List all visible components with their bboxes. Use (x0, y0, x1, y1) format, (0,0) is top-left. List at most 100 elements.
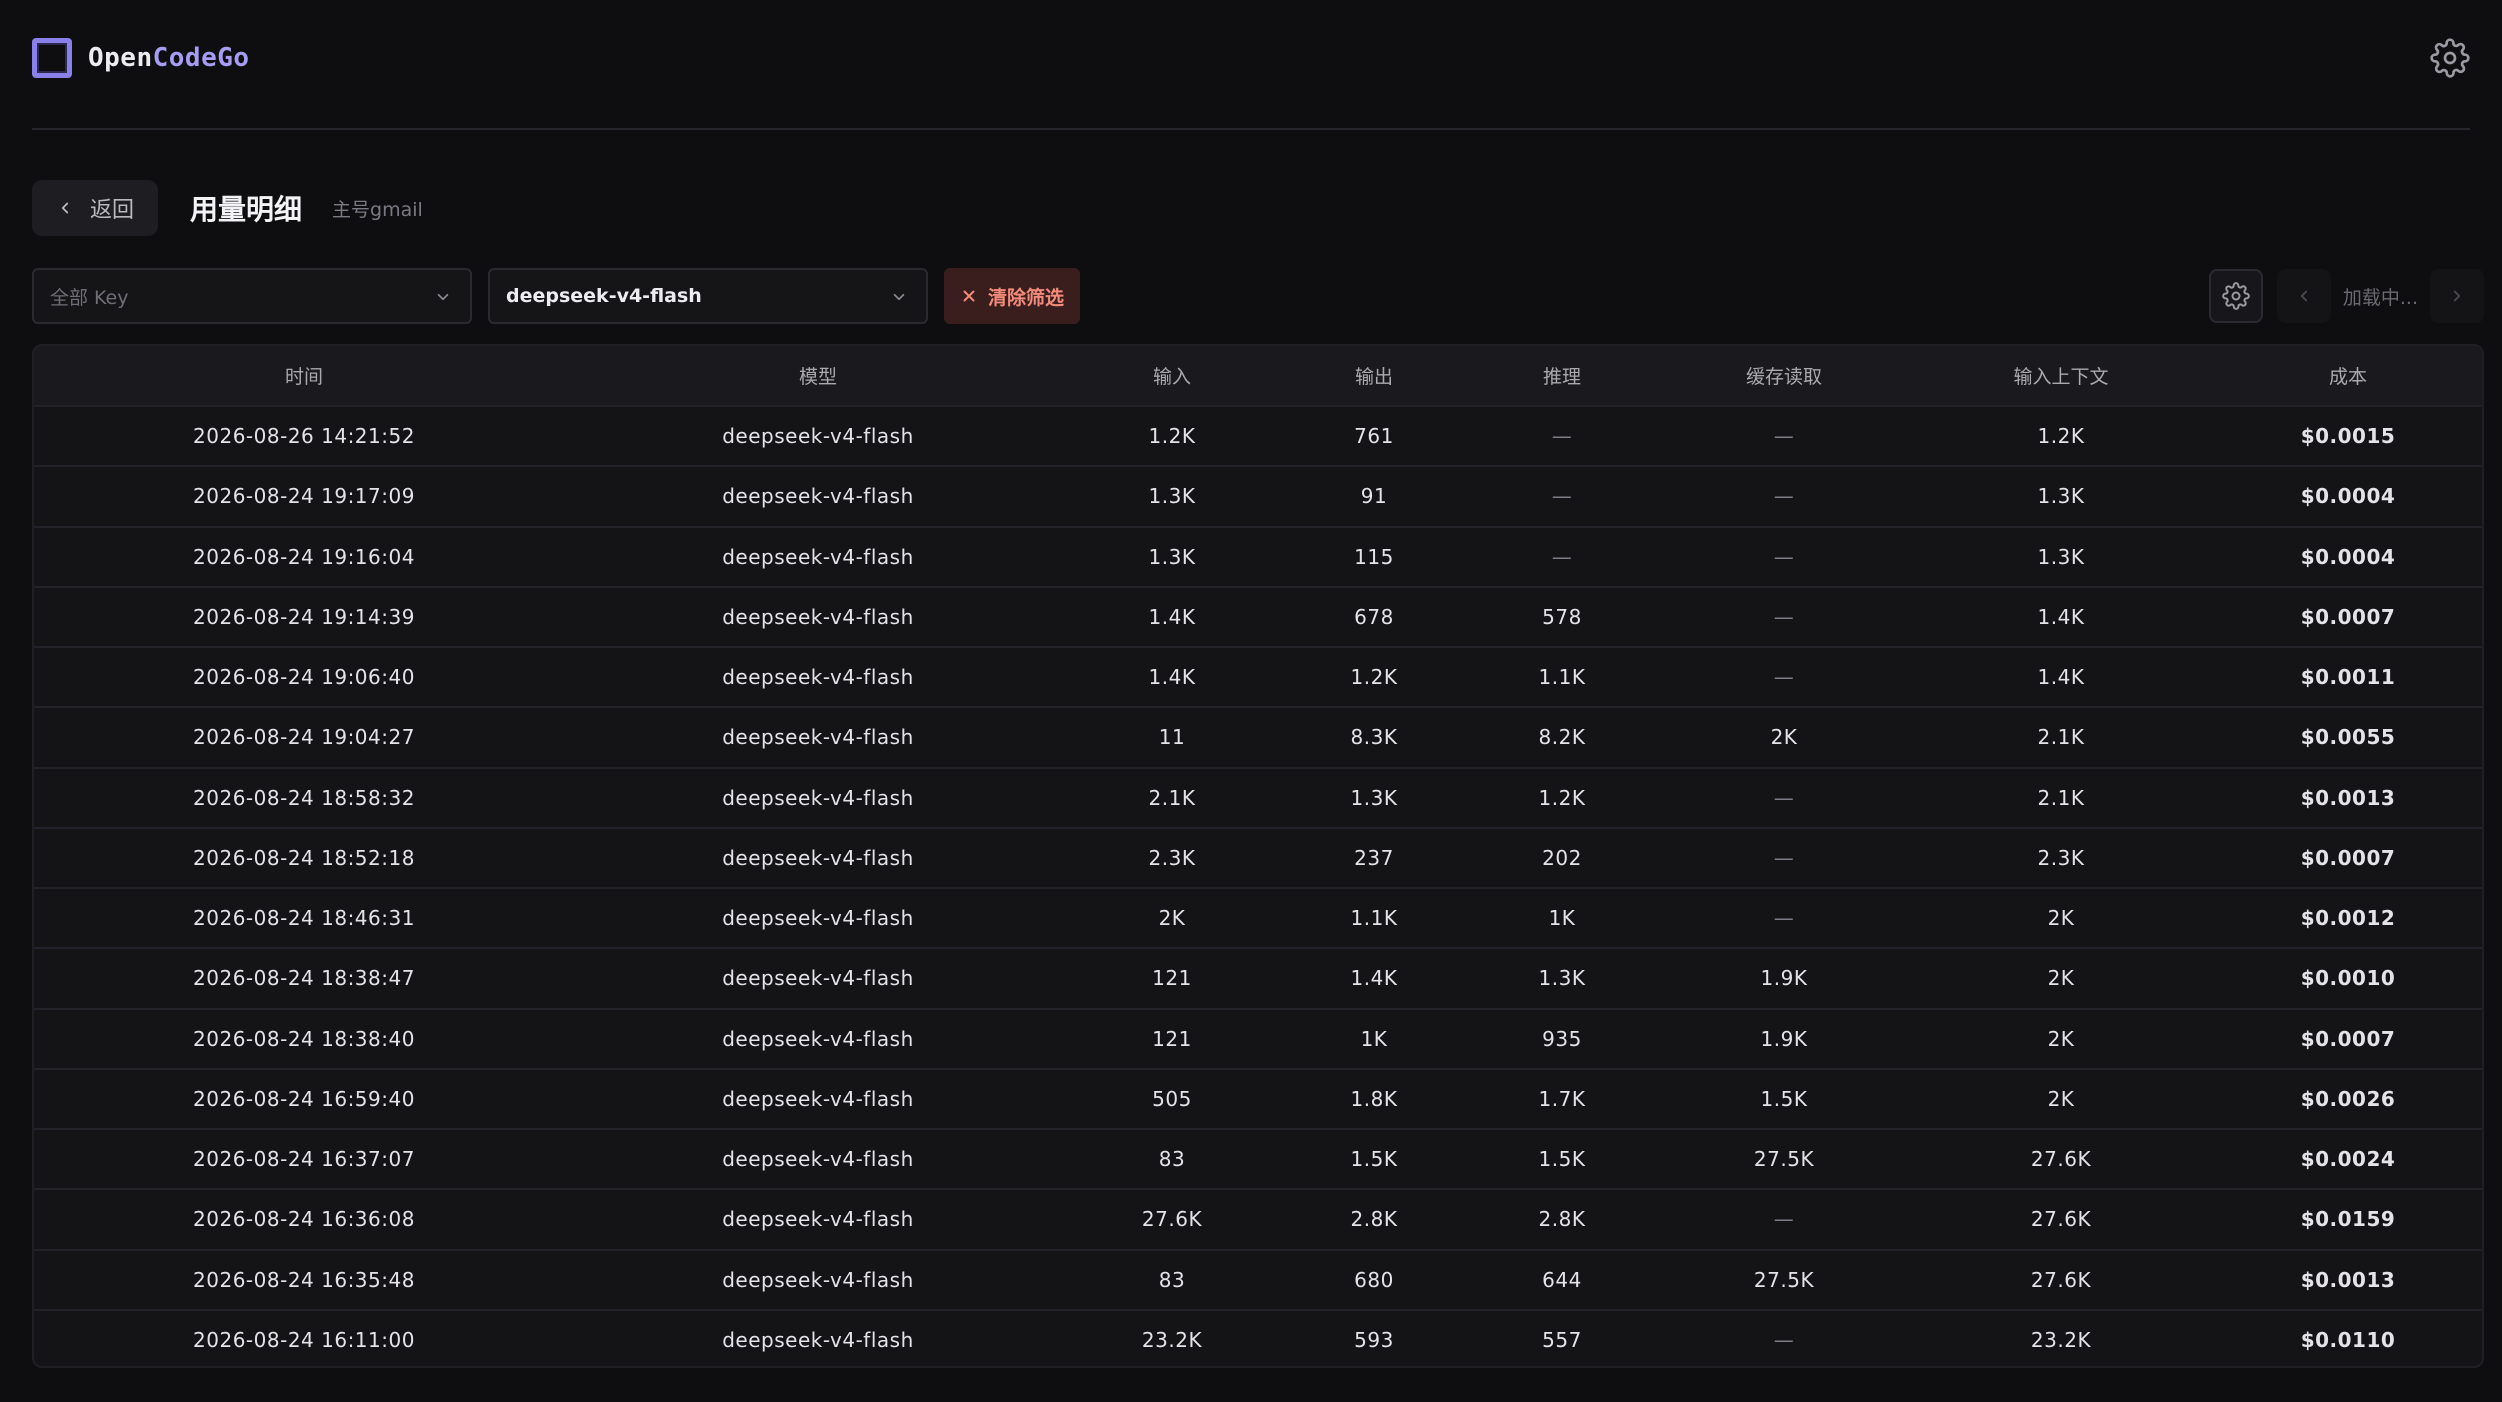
table-row[interactable]: 2026-08-24 18:58:32 deepseek-v4-flash 2.1K… (34, 767, 2482, 828)
model-cell: deepseek-v4-flash (722, 785, 914, 810)
time-cell: 2026-08-24 18:38:47 (193, 966, 415, 991)
table-row[interactable]: 2026-08-24 19:06:40 deepseek-v4-flash 1.4K… (34, 647, 2482, 707)
input-context-cell: 2K (2047, 1086, 2075, 1111)
settings-button[interactable] (2430, 38, 2470, 78)
time-cell: 2026-08-24 19:14:39 (193, 604, 415, 629)
column-header-cache-read[interactable]: 缓存读取 (1745, 366, 1822, 388)
reasoning-cell: 1.7K (1538, 1086, 1586, 1111)
cost-cell: $0.0010 (2300, 966, 2396, 991)
input-context-cell: 27.6K (2030, 1147, 2092, 1172)
input-cell: 121 (1152, 966, 1192, 991)
account-name: 主号gmail (332, 198, 423, 221)
table-row[interactable]: 2026-08-24 19:14:39 deepseek-v4-flash 1.4K… (34, 586, 2482, 647)
table-row[interactable]: 2026-08-24 16:35:48 deepseek-v4-flash 83 68… (34, 1249, 2482, 1310)
table-row[interactable]: 2026-08-24 18:38:40 deepseek-v4-flash 121 1… (34, 1008, 2482, 1069)
chevron-down-icon (893, 293, 905, 301)
time-cell: 2026-08-24 18:46:31 (193, 906, 415, 931)
cache-read-cell: — (1773, 785, 1795, 810)
column-header-input[interactable]: 输入 (1152, 366, 1191, 388)
output-cell: 1.4K (1350, 966, 1398, 991)
chevron-down-icon (437, 293, 449, 301)
table-row[interactable]: 2026-08-26 14:21:52 deepseek-v4-flash 1.2K… (34, 406, 2482, 466)
column-header-model[interactable]: 模型 (798, 366, 837, 388)
column-settings-button[interactable] (2208, 269, 2263, 323)
cache-read-cell: 1.9K (1760, 1026, 1808, 1051)
cost-cell: $0.0004 (2300, 544, 2396, 569)
back-button[interactable]: 返回 (32, 180, 159, 236)
table-row[interactable]: 2026-08-24 16:37:07 deepseek-v4-flash 83 1.… (34, 1129, 2482, 1189)
model-select[interactable]: deepseek-v4-flash (488, 268, 928, 324)
cache-read-cell: — (1773, 544, 1795, 569)
model-cell: deepseek-v4-flash (722, 966, 914, 991)
time-cell: 2026-08-24 16:11:00 (193, 1328, 415, 1353)
table-row[interactable]: 2026-08-24 19:16:04 deepseek-v4-flash 1.3K… (34, 526, 2482, 587)
cost-cell: $0.0026 (2300, 1086, 2396, 1111)
cache-read-cell: 2K (1770, 725, 1798, 750)
input-cell: 2.3K (1148, 845, 1196, 870)
table-row[interactable]: 2026-08-24 16:59:40 deepseek-v4-flash 505 1… (34, 1068, 2482, 1129)
model-cell: deepseek-v4-flash (722, 1147, 914, 1172)
time-cell: 2026-08-24 16:59:40 (193, 1086, 415, 1111)
chevron-right-icon (2453, 290, 2461, 302)
key-select-value: 全部 Key (50, 286, 129, 309)
table-row[interactable]: 2026-08-24 18:46:31 deepseek-v4-flash 2K 1.… (34, 888, 2482, 948)
time-cell: 2026-08-24 16:35:48 (193, 1267, 415, 1292)
input-cell: 23.2K (1141, 1328, 1203, 1353)
column-header-reasoning[interactable]: 推理 (1542, 366, 1581, 388)
model-cell: deepseek-v4-flash (722, 906, 914, 931)
output-cell: 91 (1360, 484, 1388, 509)
cache-read-cell: — (1773, 845, 1795, 870)
cache-read-cell: 1.9K (1760, 966, 1808, 991)
cost-cell: $0.0024 (2300, 1147, 2396, 1172)
logo-square-icon (32, 38, 72, 78)
input-context-cell: 2K (2047, 966, 2075, 991)
top-bar: OpenCodeGo (32, 0, 2470, 130)
input-context-cell: 1.4K (2037, 604, 2085, 629)
input-context-cell: 2.1K (2037, 785, 2085, 810)
cost-cell: $0.0007 (2300, 845, 2396, 870)
reasoning-cell: — (1551, 424, 1573, 449)
time-cell: 2026-08-24 19:06:40 (193, 665, 415, 690)
cache-read-cell: — (1773, 906, 1795, 931)
next-page-button[interactable] (2430, 269, 2484, 323)
column-header-time[interactable]: 时间 (284, 366, 323, 388)
model-select-value: deepseek-v4-flash (506, 285, 702, 307)
table-row[interactable]: 2026-08-24 19:04:27 deepseek-v4-flash 11 8.… (34, 707, 2482, 767)
input-cell: 83 (1158, 1147, 1186, 1172)
reasoning-cell: — (1551, 544, 1573, 569)
column-header-output[interactable]: 输出 (1354, 366, 1393, 388)
column-header-cost[interactable]: 成本 (2328, 366, 2367, 388)
model-cell: deepseek-v4-flash (722, 604, 914, 629)
cache-read-cell: — (1773, 604, 1795, 629)
input-context-cell: 27.6K (2030, 1207, 2092, 1232)
table-row[interactable]: 2026-08-24 18:52:18 deepseek-v4-flash 2.3K… (34, 827, 2482, 888)
model-cell: deepseek-v4-flash (722, 1026, 914, 1051)
time-cell: 2026-08-24 18:38:40 (193, 1026, 415, 1051)
gear-icon (2222, 282, 2250, 310)
input-cell: 505 (1152, 1086, 1192, 1111)
input-context-cell: 27.6K (2030, 1267, 2092, 1292)
reasoning-cell: 8.2K (1538, 725, 1586, 750)
input-cell: 1.3K (1148, 484, 1196, 509)
input-cell: 2.1K (1148, 785, 1196, 810)
output-cell: 680 (1354, 1267, 1394, 1292)
input-context-cell: 2K (2047, 1026, 2075, 1051)
cache-read-cell: — (1773, 1207, 1795, 1232)
filter-bar: 全部 Key deepseek-v4-flash 清除筛选 加载中... (32, 268, 2484, 324)
table-row[interactable]: 2026-08-24 19:17:09 deepseek-v4-flash 1.3K… (34, 466, 2482, 526)
table-row[interactable]: 2026-08-24 16:11:00 deepseek-v4-flash 23.2… (34, 1309, 2482, 1366)
prev-page-button[interactable] (2276, 269, 2331, 323)
model-cell: deepseek-v4-flash (722, 1086, 914, 1111)
key-select[interactable]: 全部 Key (32, 268, 472, 324)
table-row[interactable]: 2026-08-24 18:38:47 deepseek-v4-flash 121 1… (34, 948, 2482, 1008)
clear-filters-button[interactable]: 清除筛选 (944, 268, 1081, 324)
model-cell: deepseek-v4-flash (722, 484, 914, 509)
cost-cell: $0.0012 (2300, 906, 2396, 931)
column-header-input-context[interactable]: 输入上下文 (2013, 366, 2109, 388)
app-logo[interactable]: OpenCodeGo (32, 38, 250, 78)
app-name-part2: CodeGo (152, 43, 250, 73)
table-row[interactable]: 2026-08-24 16:36:08 deepseek-v4-flash 27.6… (34, 1189, 2482, 1249)
time-cell: 2026-08-24 19:16:04 (193, 544, 415, 569)
loading-indicator: 加载中... (2342, 286, 2418, 309)
reasoning-cell: 202 (1542, 845, 1582, 870)
